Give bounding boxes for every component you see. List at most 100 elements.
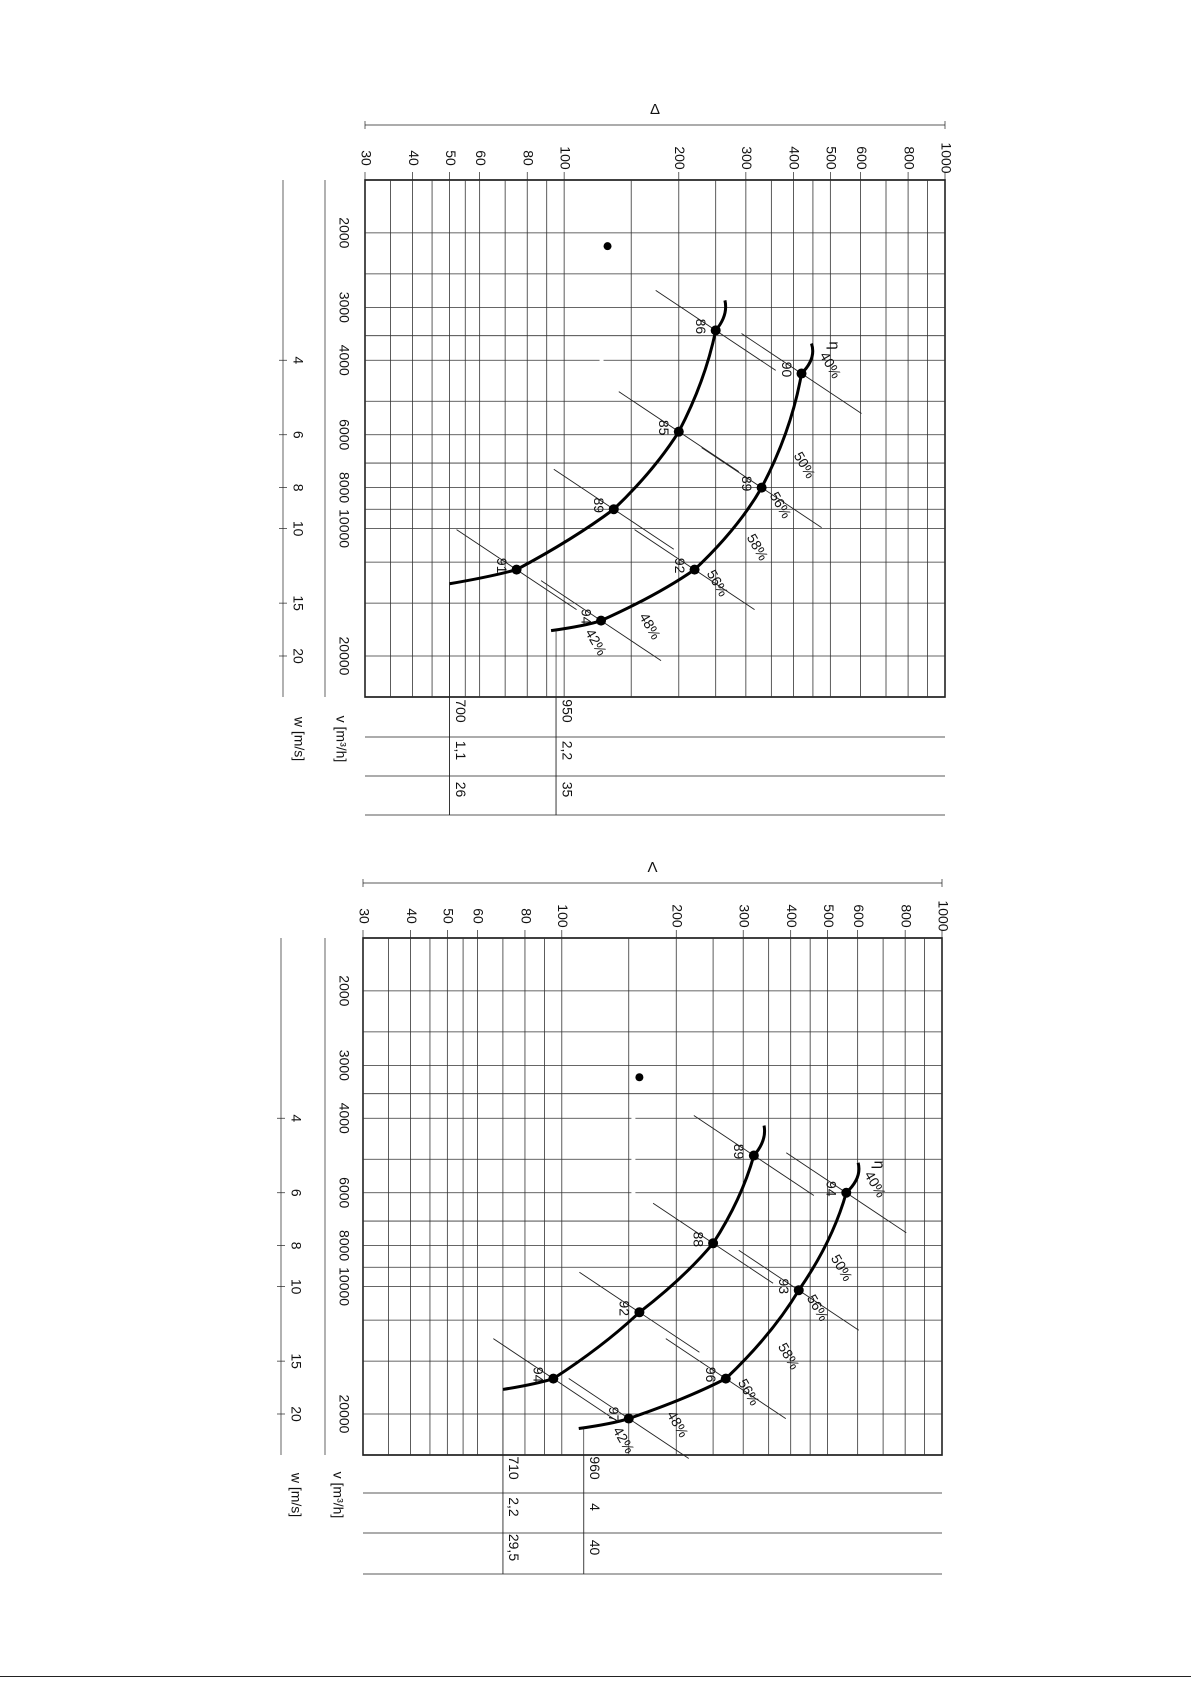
table-cell: 2,2 xyxy=(506,1497,522,1517)
table-cell: 2,2 xyxy=(559,741,575,761)
operating-point xyxy=(608,504,619,515)
marker-dot xyxy=(635,1073,644,1082)
pressure-tick-label: 30 xyxy=(356,908,372,924)
pressure-tick-label: 300 xyxy=(739,146,755,170)
flow-tick-label: 20000 xyxy=(336,637,352,676)
operating-point xyxy=(689,564,700,575)
operating-point xyxy=(796,368,807,379)
velocity-tick-label: 8 xyxy=(290,484,306,492)
point-label: 88 xyxy=(690,1232,706,1248)
pressure-tick-label: 30 xyxy=(358,150,374,166)
flow-tick-label: 10000 xyxy=(336,509,352,548)
operating-point xyxy=(841,1187,852,1198)
point-label: 85 xyxy=(656,420,672,436)
chart-2: Λ 30 40 50 60 80 100 200 300 400 500 600 800 1000 2000… xyxy=(277,859,951,1575)
flow-tick-label: 20000 xyxy=(336,1395,352,1434)
pressure-tick-label: 40 xyxy=(404,908,420,924)
velocity-tick-label: 20 xyxy=(290,648,306,664)
pressure-tick-label: 500 xyxy=(824,146,840,170)
point-label: 94 xyxy=(531,1367,547,1383)
pressure-tick-label: 200 xyxy=(672,146,688,170)
chart-title: Δ xyxy=(650,101,660,118)
row-label-velocity: w [m/s] xyxy=(291,716,307,761)
table-cell: 700 xyxy=(453,699,469,723)
velocity-tick-label: 6 xyxy=(290,431,306,439)
operating-point xyxy=(634,1307,645,1318)
point-label: 89 xyxy=(731,1144,747,1160)
flow-tick-label: 3000 xyxy=(336,1050,352,1081)
efficiency-label: 40% xyxy=(817,349,845,381)
flow-tick-label: 4000 xyxy=(336,345,352,376)
operating-point xyxy=(548,1373,559,1384)
efficiency-label: 48% xyxy=(664,1408,692,1440)
velocity-tick-label: 15 xyxy=(288,1353,304,1369)
pressure-tick-label: 80 xyxy=(518,908,534,924)
point-label: 89 xyxy=(591,497,607,513)
point-label: 91 xyxy=(494,558,510,574)
table-cell: 29,5 xyxy=(506,1534,522,1561)
efficiency-label: 40% xyxy=(861,1168,889,1200)
flow-tick-label: 10000 xyxy=(336,1267,352,1306)
efficiency-label: 56% xyxy=(704,567,732,599)
operating-point xyxy=(793,1285,804,1296)
table-cell: 710 xyxy=(506,1456,522,1480)
point-label: 86 xyxy=(693,319,709,335)
footer-rule xyxy=(0,1676,1191,1677)
velocity-tick-label: 4 xyxy=(290,356,306,364)
point-label: 89 xyxy=(739,476,755,492)
flow-tick-label: 4000 xyxy=(336,1103,352,1134)
point-label: 97 xyxy=(606,1407,622,1423)
characteristic-curve xyxy=(550,343,815,633)
pressure-tick-label: 400 xyxy=(784,904,800,928)
chart-1: Δ 30 40 50 60 80 100 200 300 400 500 600 800 1000 2000… xyxy=(279,101,954,816)
efficiency-label: 58% xyxy=(744,531,772,563)
operating-point xyxy=(710,325,721,336)
row-label-flow: v [m³/h] xyxy=(333,716,349,763)
velocity-tick-label: 15 xyxy=(290,595,306,611)
point-label: 92 xyxy=(672,558,688,574)
velocity-tick-label: 10 xyxy=(288,1279,304,1295)
flow-tick-label: 2000 xyxy=(336,217,352,248)
point-label: 96 xyxy=(703,1367,719,1383)
efficiency-label: 50% xyxy=(791,449,819,481)
pressure-tick-label: 40 xyxy=(406,150,422,166)
table-cell: 4 xyxy=(587,1503,603,1511)
operating-point xyxy=(756,482,767,493)
pressure-tick-label: 600 xyxy=(854,146,870,170)
velocity-tick-label: 20 xyxy=(288,1406,304,1422)
table-cell: 35 xyxy=(559,782,575,798)
point-label: 93 xyxy=(776,1278,792,1294)
operating-point xyxy=(748,1150,759,1161)
pressure-tick-label: 100 xyxy=(555,904,571,928)
flow-tick-label: 3000 xyxy=(336,292,352,323)
flow-tick-label: 8000 xyxy=(336,1230,352,1261)
pressure-tick-label: 200 xyxy=(670,904,686,928)
flow-tick-label: 2000 xyxy=(336,975,352,1006)
characteristic-curve xyxy=(449,300,728,586)
plot-frame xyxy=(362,937,943,1456)
flow-tick-label: 6000 xyxy=(336,419,352,450)
table-cell: 26 xyxy=(453,782,469,798)
pressure-tick-label: 60 xyxy=(473,150,489,166)
pressure-tick-label: 80 xyxy=(521,150,537,166)
pressure-tick-label: 1000 xyxy=(938,142,954,173)
table-cell: 950 xyxy=(559,699,575,723)
efficiency-label: 42% xyxy=(610,1424,638,1456)
pressure-tick-label: 600 xyxy=(851,904,867,928)
point-label: 90 xyxy=(779,362,795,378)
efficiency-label: 48% xyxy=(636,610,664,642)
operating-point xyxy=(511,564,522,575)
characteristic-curve xyxy=(502,1125,767,1391)
table-cell: 1,1 xyxy=(453,741,469,761)
point-label: 94 xyxy=(578,609,594,625)
velocity-tick-label: 6 xyxy=(288,1189,304,1197)
point-label: 92 xyxy=(617,1301,633,1317)
pressure-tick-label: 800 xyxy=(901,146,917,170)
pressure-tick-label: 800 xyxy=(898,904,914,928)
operating-point xyxy=(623,1413,634,1424)
pressure-tick-label: 300 xyxy=(736,904,752,928)
velocity-tick-label: 4 xyxy=(288,1114,304,1122)
flow-tick-label: 8000 xyxy=(336,472,352,503)
